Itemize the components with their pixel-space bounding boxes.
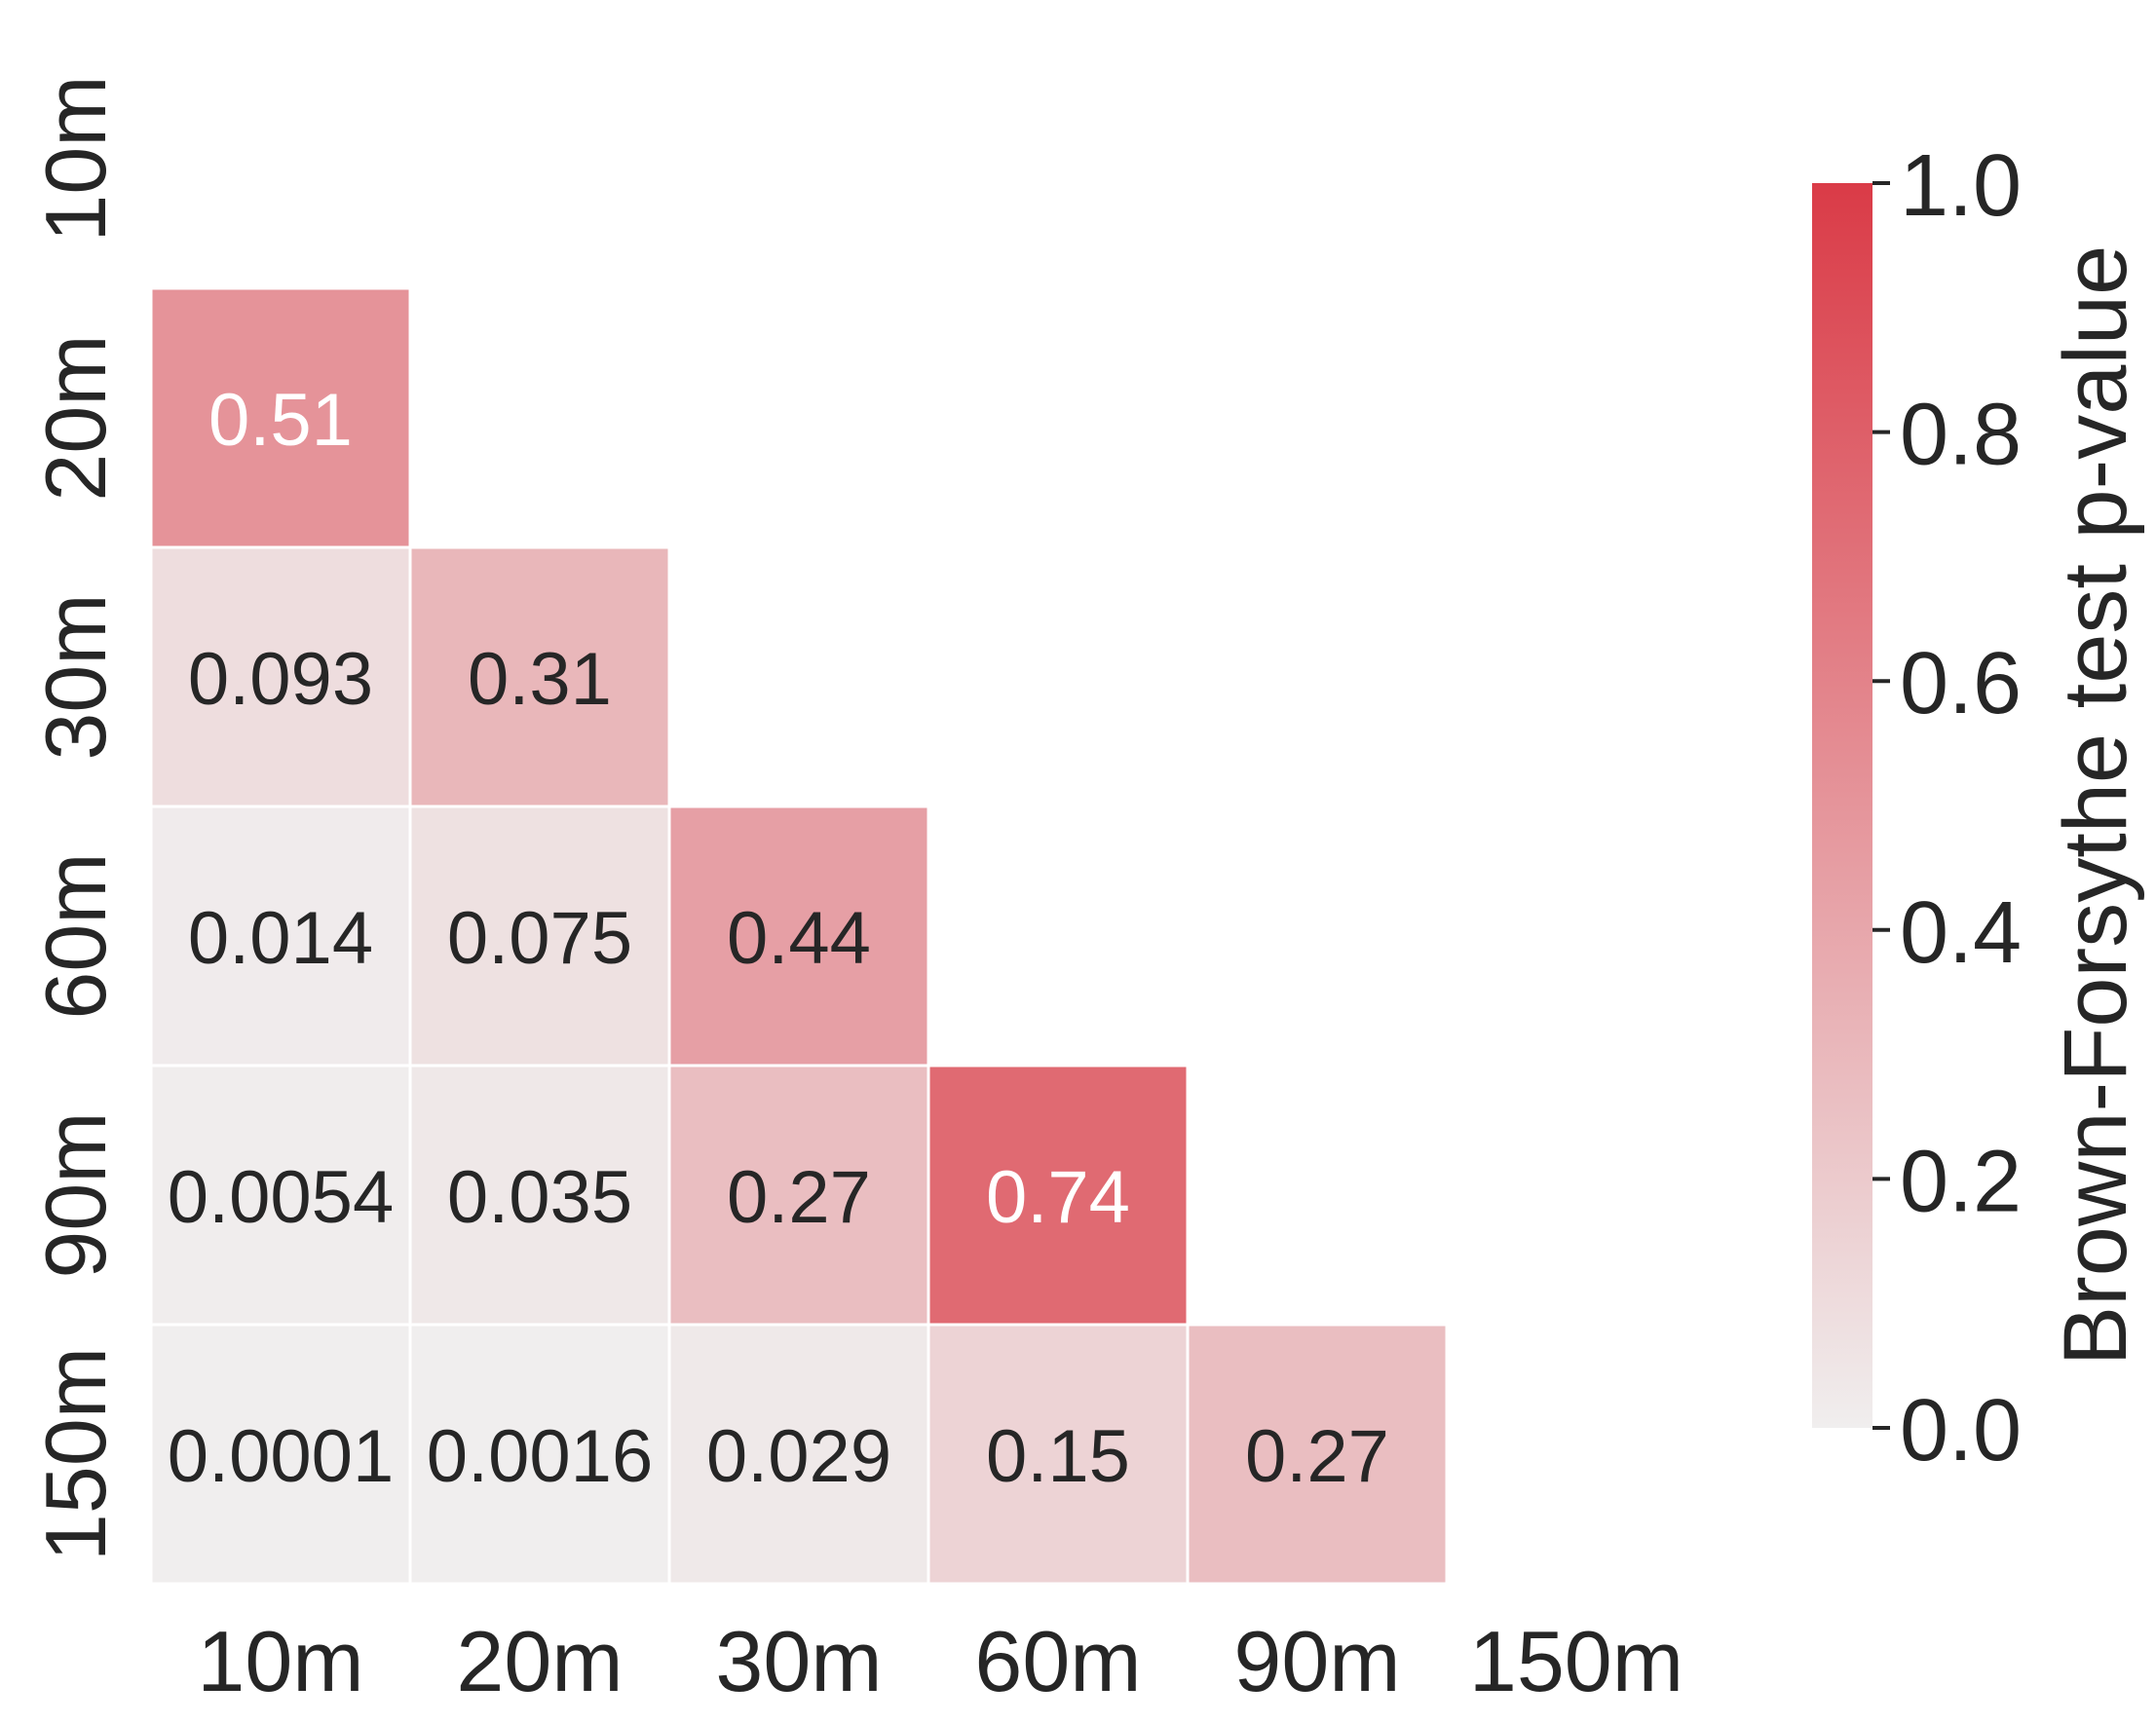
colorbar-tick-label: 0.8: [1900, 387, 2022, 484]
y-tick-label: 30m: [27, 593, 124, 760]
colorbar-tick-label: 0.4: [1900, 884, 2022, 982]
heatmap-cell-label: 0.44: [727, 897, 871, 980]
heatmap-cell-rect: [408, 545, 671, 808]
x-tick-label: 30m: [715, 1613, 882, 1709]
heatmap-cell-rect: [149, 805, 412, 1068]
heatmap-cell: 0.0054: [149, 1064, 412, 1327]
heatmap-cell: 0.014: [149, 805, 412, 1068]
y-tick-label: 20m: [27, 334, 124, 501]
heatmap-cell: 0.15: [927, 1323, 1190, 1586]
heatmap-cell: 0.31: [408, 545, 671, 808]
heatmap-cell: 0.0001: [149, 1323, 412, 1586]
x-tick-label: 150m: [1469, 1613, 1683, 1709]
heatmap-cell-rect: [667, 1323, 930, 1586]
heatmap-cell-label: 0.035: [447, 1156, 632, 1239]
heatmap-cell-label: 0.15: [986, 1415, 1130, 1498]
x-tick-label: 10m: [197, 1613, 363, 1709]
heatmap-cell: 0.0016: [408, 1323, 671, 1586]
heatmap-cell-label: 0.27: [727, 1156, 871, 1239]
heatmap-cell: 0.27: [1186, 1323, 1449, 1586]
heatmap-cell: 0.075: [408, 805, 671, 1068]
colorbar-label: Brown-Forsythe test p-value: [2046, 245, 2145, 1366]
heatmap-cell-rect: [408, 805, 671, 1068]
x-tick-label: 90m: [1233, 1613, 1400, 1709]
heatmap-cell: 0.035: [408, 1064, 671, 1327]
heatmap-cell-rect: [149, 286, 412, 549]
heatmap-cell: 0.029: [667, 1323, 930, 1586]
y-tick-label: 60m: [27, 852, 124, 1019]
heatmap-cell-label: 0.0001: [168, 1415, 394, 1498]
heatmap-cell-rect: [149, 545, 412, 808]
heatmap-cell-rect: [927, 1323, 1190, 1586]
heatmap-cell-label: 0.093: [188, 638, 373, 721]
heatmap-cell-rect: [1186, 1323, 1449, 1586]
y-tick-label: 150m: [27, 1347, 124, 1561]
heatmap-cell-label: 0.014: [188, 897, 373, 980]
colorbar-tick-label: 0.6: [1900, 635, 2022, 732]
heatmap-cell: 0.51: [149, 286, 412, 549]
heatmap-cell-label: 0.31: [468, 638, 612, 721]
colorbar-ticks: 0.0 0.2 0.4 0.6 0.8 1.0: [1872, 137, 2022, 1480]
colorbar-tick-label: 1.0: [1900, 137, 2022, 235]
heatmap-cell-label: 0.27: [1245, 1415, 1389, 1498]
heatmap-cell-label: 0.51: [208, 379, 353, 462]
colorbar-tick-label: 0.0: [1900, 1382, 2022, 1480]
heatmap-cells: 0.51 0.093 0.31 0.014 0.075 0.44 0.0054 0.035 0.…: [149, 286, 1449, 1586]
heatmap-cell-label: 0.075: [447, 897, 632, 980]
y-tick-label: 10m: [27, 75, 124, 242]
heatmap-cell-label: 0.029: [706, 1415, 891, 1498]
heatmap-cell: 0.093: [149, 545, 412, 808]
heatmap-cell-label: 0.0054: [168, 1156, 394, 1239]
heatmap-cell-rect: [667, 805, 930, 1068]
heatmap-cell: 0.44: [667, 805, 930, 1068]
colorbar-tick-label: 0.2: [1900, 1133, 2022, 1230]
x-axis-ticks: 10m 20m 30m 60m 90m 150m: [197, 1613, 1683, 1709]
heatmap-cell-rect: [408, 1323, 671, 1586]
y-tick-label: 90m: [27, 1111, 124, 1278]
heatmap-cell: 0.74: [927, 1064, 1190, 1327]
colorbar: 0.0 0.2 0.4 0.6 0.8 1.0 Brown-Forsythe test p…: [1812, 137, 2145, 1480]
x-tick-label: 20m: [456, 1613, 623, 1709]
heatmap-cell-label: 0.0016: [427, 1415, 653, 1498]
y-axis-ticks: 10m 20m 30m 60m 90m 150m: [27, 75, 124, 1561]
heatmap-cell-label: 0.74: [986, 1156, 1130, 1239]
x-tick-label: 60m: [974, 1613, 1141, 1709]
heatmap-cell: 0.27: [667, 1064, 930, 1327]
heatmap-cell-rect: [927, 1064, 1190, 1327]
heatmap-cell-rect: [408, 1064, 671, 1327]
colorbar-gradient: [1812, 183, 1872, 1428]
